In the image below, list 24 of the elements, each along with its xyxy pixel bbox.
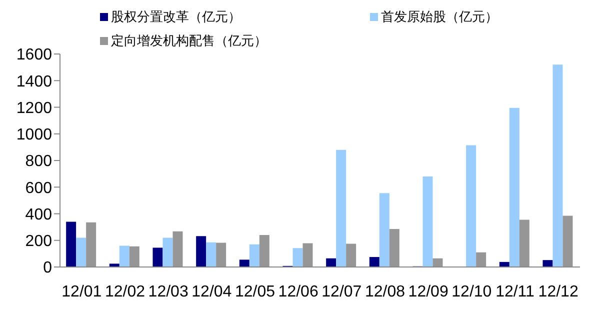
y-tick-label: 1600: [16, 46, 52, 64]
x-tick-label: 12/08: [364, 283, 406, 300]
x-tick-label: 12/11: [496, 283, 535, 300]
y-tick-label: 800: [25, 153, 52, 170]
x-tick-label: 12/06: [278, 283, 318, 300]
y-tick-label: 1400: [16, 73, 52, 90]
x-tick-label: 12/01: [62, 283, 102, 300]
x-tick-label: 12/03: [148, 283, 188, 300]
legend-label: 股权分置改革（亿元）: [111, 9, 241, 26]
y-tick-label: 600: [25, 180, 52, 197]
y-tick-label: 400: [25, 206, 52, 224]
legend-label: 定向增发机构配售（亿元）: [111, 33, 267, 50]
x-tick-label: 12/12: [538, 283, 578, 300]
x-tick-label: 12/10: [452, 283, 492, 300]
y-tick-label: 1000: [16, 126, 52, 144]
y-tick-label: 0: [43, 260, 52, 277]
y-tick-label: 1200: [16, 100, 52, 117]
legend-label: 首发原始股（亿元）: [381, 9, 498, 26]
y-tick-label: 200: [25, 233, 52, 250]
x-tick-label: 12/05: [234, 283, 276, 300]
x-tick-label: 12/09: [408, 283, 448, 300]
x-tick-label: 12/04: [192, 283, 232, 300]
x-tick-label: 12/07: [322, 283, 362, 300]
x-tick-label: 12/02: [104, 283, 146, 300]
